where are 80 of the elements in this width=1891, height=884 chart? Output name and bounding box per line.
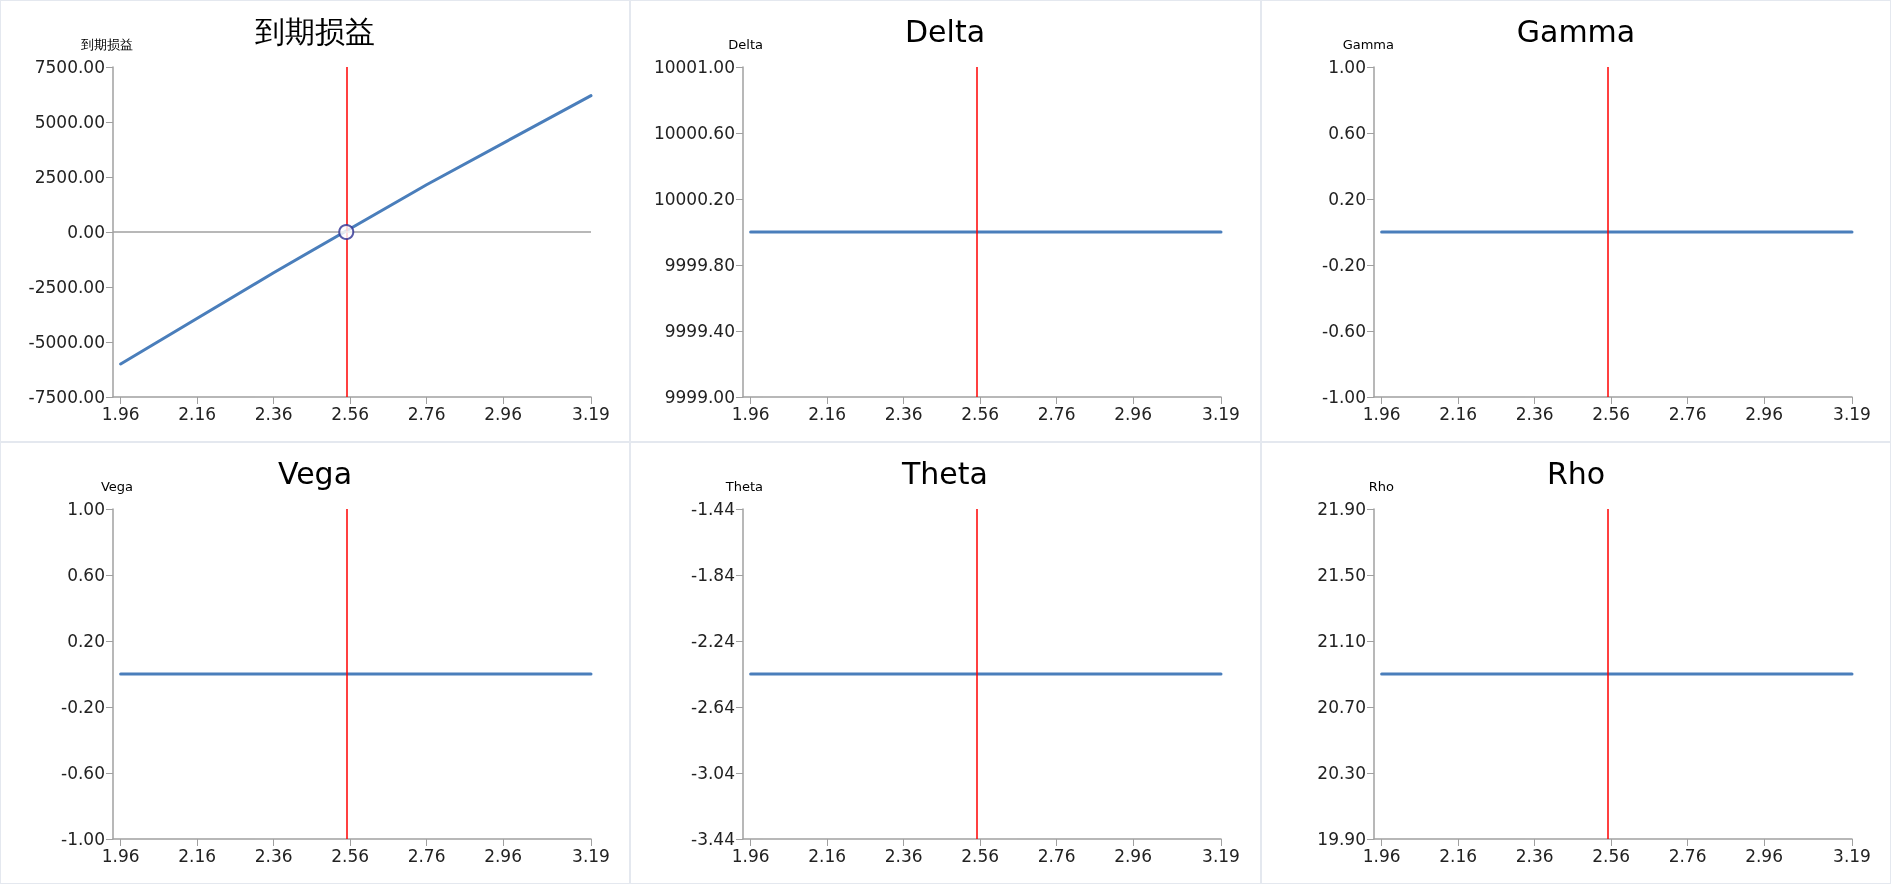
x-tick-label: 3.19 — [1202, 845, 1241, 866]
x-tick-label: 2.56 — [331, 403, 370, 424]
y-tick-label: 9999.80 — [665, 255, 736, 275]
x-tick-label: 2.56 — [1591, 403, 1630, 424]
y-axis-title: 到期损益 — [81, 37, 133, 52]
y-tick-label: 0.00 — [67, 222, 105, 242]
x-tick-label: 2.76 — [407, 403, 446, 424]
x-tick-label: 2.56 — [1591, 845, 1630, 866]
chart-title: Rho — [1546, 455, 1605, 491]
y-tick-label: -0.20 — [61, 697, 105, 717]
y-tick-label: 5000.00 — [34, 112, 105, 132]
y-tick-label: 0.60 — [67, 565, 105, 585]
x-tick-label: 2.36 — [254, 403, 293, 424]
y-tick-label: -2.24 — [691, 631, 736, 651]
y-axis-title: Delta — [728, 37, 764, 52]
y-axis-title: Vega — [100, 479, 133, 494]
x-tick-label: 2.96 — [1114, 845, 1153, 866]
y-tick-label: 20.70 — [1316, 697, 1366, 717]
y-tick-label: -0.20 — [1321, 255, 1366, 275]
x-tick-label: 2.56 — [331, 845, 370, 866]
y-tick-label: 10001.00 — [654, 57, 736, 77]
y-tick-label: 1.00 — [67, 499, 105, 519]
x-tick-label: 2.16 — [178, 403, 217, 424]
y-axis-title: Gamma — [1342, 37, 1394, 52]
y-axis-title: Theta — [725, 479, 764, 494]
x-tick-label: 3.19 — [572, 845, 610, 866]
x-tick-label: 2.36 — [1515, 845, 1554, 866]
y-tick-label: 10000.20 — [654, 189, 736, 209]
chart-title: Theta — [901, 455, 989, 491]
chart-title: Delta — [905, 13, 986, 49]
y-tick-label: 0.20 — [67, 631, 105, 651]
y-tick-label: -0.60 — [61, 763, 105, 783]
chart-title: Vega — [277, 455, 353, 491]
y-tick-label: 2500.00 — [34, 167, 105, 187]
x-tick-label: 2.96 — [1744, 845, 1783, 866]
y-tick-label: -1.84 — [691, 565, 736, 585]
y-tick-label: 21.50 — [1316, 565, 1366, 585]
x-tick-label: 2.16 — [1438, 403, 1477, 424]
y-tick-label: 20.30 — [1316, 763, 1366, 783]
y-tick-label: -0.60 — [1321, 321, 1366, 341]
chart-title: 到期损益 — [255, 13, 375, 49]
x-tick-label: 2.16 — [178, 845, 217, 866]
y-tick-label: 0.60 — [1327, 123, 1366, 143]
x-tick-label: 2.16 — [808, 403, 847, 424]
y-tick-label: -2500.00 — [28, 277, 105, 297]
y-tick-label: -2.64 — [691, 697, 736, 717]
x-tick-label: 2.96 — [1114, 403, 1153, 424]
x-tick-label: 3.19 — [1832, 403, 1871, 424]
x-tick-label: 2.16 — [1438, 845, 1477, 866]
x-tick-label: 2.96 — [484, 845, 522, 866]
y-tick-label: -5000.00 — [28, 332, 105, 352]
x-tick-label: 2.36 — [1515, 403, 1554, 424]
x-tick-label: 2.36 — [254, 845, 293, 866]
y-axis-title: Rho — [1368, 479, 1394, 494]
x-tick-label: 2.16 — [808, 845, 847, 866]
x-tick-label: 2.36 — [885, 403, 923, 424]
line-series — [119, 94, 593, 366]
x-tick-label: 2.56 — [961, 845, 1000, 866]
x-tick-label: 2.96 — [1744, 403, 1783, 424]
x-tick-label: 2.36 — [885, 845, 923, 866]
x-tick-label: 3.19 — [1832, 845, 1871, 866]
x-tick-label: 3.19 — [1202, 403, 1241, 424]
x-tick-label: 2.96 — [484, 403, 522, 424]
x-tick-label: 2.76 — [1037, 845, 1076, 866]
x-tick-label: 2.76 — [1668, 403, 1707, 424]
y-tick-label: 7500.00 — [34, 57, 105, 77]
x-tick-label: 2.76 — [407, 845, 446, 866]
y-tick-label: 1.00 — [1327, 57, 1366, 77]
x-tick-label: 3.19 — [572, 403, 610, 424]
y-tick-label: 9999.40 — [665, 321, 736, 341]
y-tick-label: 0.20 — [1327, 189, 1366, 209]
x-tick-label: 2.76 — [1668, 845, 1707, 866]
y-tick-label: 10000.60 — [654, 123, 736, 143]
y-tick-label: -1.44 — [691, 499, 736, 519]
x-tick-label: 2.56 — [961, 403, 1000, 424]
x-tick-label: 2.76 — [1037, 403, 1076, 424]
y-tick-label: -3.04 — [691, 763, 736, 783]
chart-title: Gamma — [1516, 13, 1635, 49]
y-tick-label: 21.10 — [1316, 631, 1366, 651]
y-tick-label: 21.90 — [1316, 499, 1366, 519]
